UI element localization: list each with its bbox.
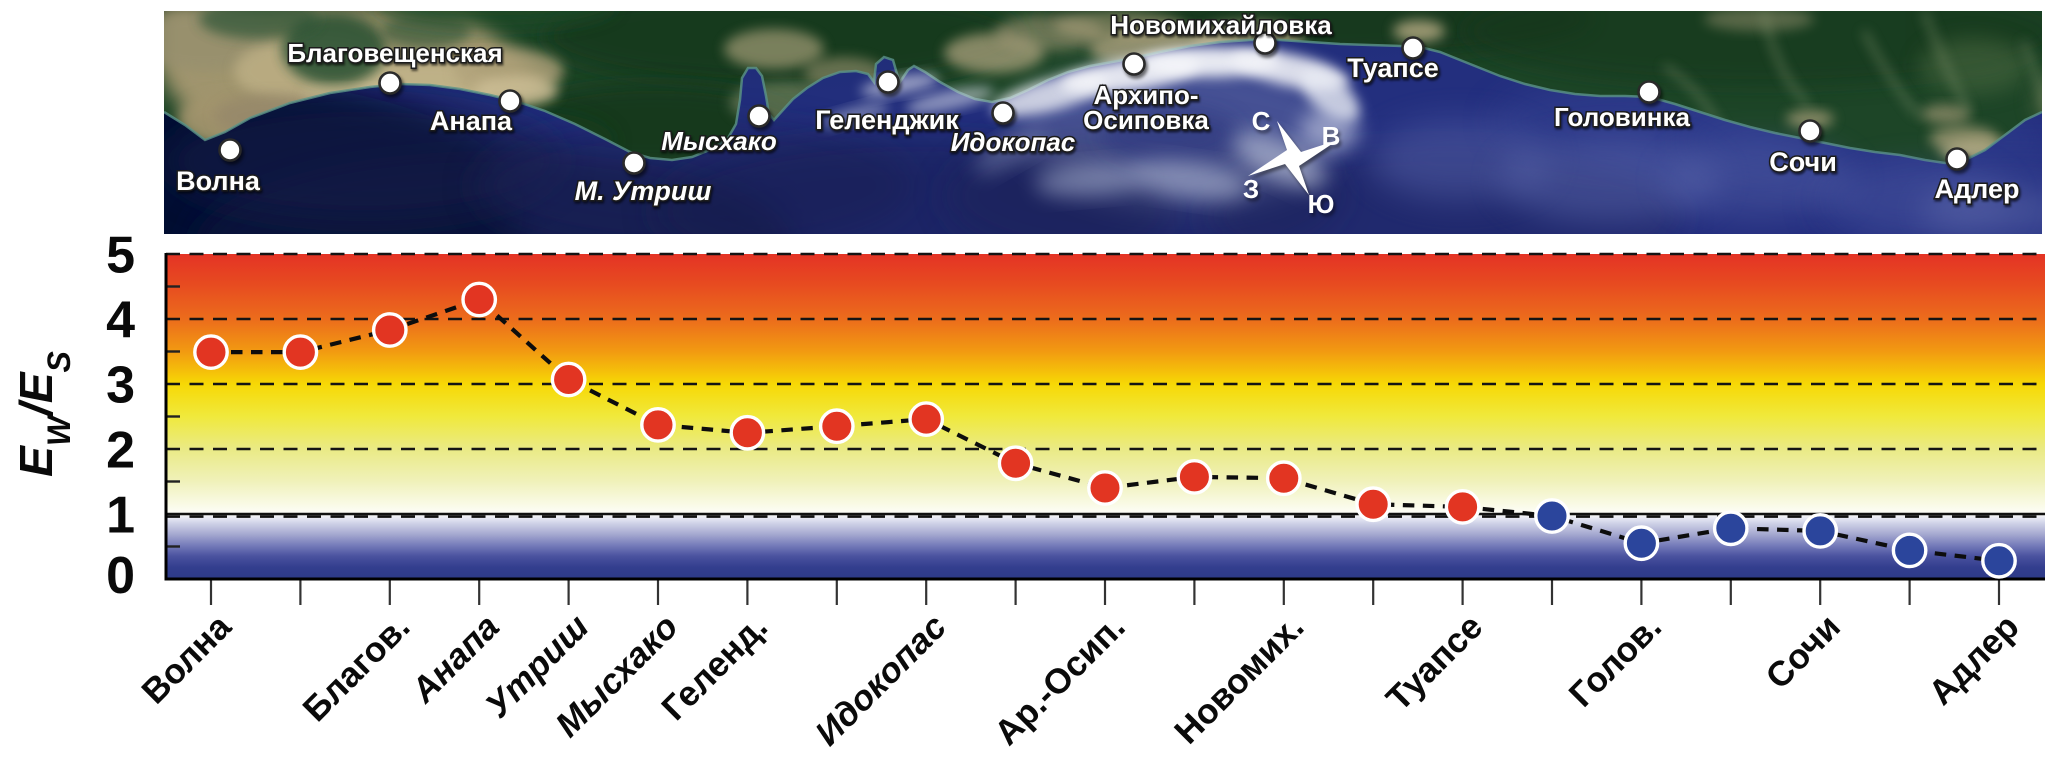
svg-text:Адлер: Адлер [1921, 607, 2026, 712]
svg-text:Идокопас: Идокопас [951, 127, 1076, 157]
svg-text:Геленджик: Геленджик [815, 105, 959, 135]
svg-text:Архипо-: Архипо- [1093, 80, 1198, 110]
svg-text:Сочи: Сочи [1769, 147, 1837, 177]
svg-text:М. Утриш: М. Утриш [575, 176, 712, 206]
svg-text:В: В [1322, 121, 1341, 151]
svg-text:2: 2 [106, 422, 135, 480]
svg-text:0: 0 [106, 547, 135, 605]
svg-text:5: 5 [106, 227, 135, 285]
svg-text:Сочи: Сочи [1758, 607, 1848, 697]
svg-text:Адлер: Адлер [1935, 174, 2020, 204]
svg-text:Ю: Ю [1308, 189, 1335, 219]
svg-text:1: 1 [106, 487, 135, 545]
svg-text:Новомих.: Новомих. [1167, 607, 1311, 751]
svg-text:Голов.: Голов. [1562, 607, 1669, 714]
svg-text:4: 4 [106, 292, 135, 350]
svg-text:Туапсе: Туапсе [1347, 53, 1438, 83]
svg-text:С: С [1252, 106, 1271, 136]
svg-text:Ар.-Осип.: Ар.-Осип. [987, 607, 1133, 753]
svg-text:Благовещенская: Благовещенская [287, 38, 502, 68]
svg-text:EW/ES: EW/ES [10, 350, 77, 476]
svg-text:Осиповка: Осиповка [1083, 105, 1209, 135]
svg-text:Головинка: Головинка [1554, 102, 1690, 132]
svg-text:3: 3 [106, 357, 135, 415]
svg-text:З: З [1243, 174, 1259, 204]
svg-text:Новомихайловка: Новомихайловка [1110, 10, 1332, 40]
svg-text:Волна: Волна [134, 607, 239, 712]
svg-text:Туапсе: Туапсе [1379, 607, 1490, 718]
svg-text:Волна: Волна [176, 166, 261, 196]
svg-text:Анапа: Анапа [430, 106, 513, 136]
svg-text:Идокопас: Идокопас [808, 607, 954, 753]
svg-text:Благов.: Благов. [295, 607, 417, 729]
svg-text:Мысхако: Мысхако [661, 126, 777, 156]
